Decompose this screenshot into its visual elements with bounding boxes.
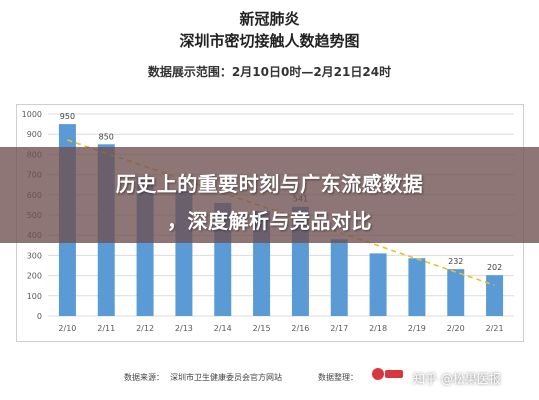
y-tick-label: 0 xyxy=(37,312,42,321)
data-label: 232 xyxy=(448,257,463,266)
x-tick-label: 2/20 xyxy=(447,324,465,333)
bar xyxy=(408,258,426,316)
banner-line-1: 历史上的重要时刻与广东流感数据 xyxy=(115,172,424,196)
source-label: 数据来源： xyxy=(124,373,164,382)
data-label: 202 xyxy=(487,263,502,272)
logo-icon xyxy=(372,368,403,380)
chart-title-line2: 深圳市密切接触人数趋势图 xyxy=(179,32,360,50)
bar xyxy=(447,269,465,316)
y-tick-label: 300 xyxy=(27,251,42,260)
x-tick-label: 2/21 xyxy=(486,324,504,333)
y-tick-label: 200 xyxy=(27,272,42,281)
x-tick-label: 2/15 xyxy=(253,324,271,333)
x-tick-label: 2/11 xyxy=(97,324,115,333)
data-label: 950 xyxy=(60,112,75,121)
x-tick-label: 2/16 xyxy=(291,324,309,333)
bar xyxy=(330,239,348,316)
x-tick-label: 2/18 xyxy=(369,324,387,333)
x-tick-label: 2/19 xyxy=(408,324,426,333)
x-tick-label: 2/12 xyxy=(136,324,154,333)
banner-line-2: ，深度解析与竞品对比 xyxy=(167,209,372,233)
produced-label: 数据整理： xyxy=(318,373,358,382)
y-tick-label: 100 xyxy=(27,292,42,301)
x-axis-ticks: 2/10 2/11 2/12 2/13 2/14 2/15 2/16 2/17 2/18 2/19… xyxy=(58,324,503,333)
y-tick-label: 900 xyxy=(27,130,42,139)
x-tick-label: 2/17 xyxy=(330,324,348,333)
y-tick-label: 1000 xyxy=(22,110,42,119)
x-tick-label: 2/13 xyxy=(175,324,193,333)
chart-title-line1: 新冠肺炎 xyxy=(239,10,300,28)
watermark: 知乎 @松果医报 xyxy=(413,372,501,386)
bar xyxy=(486,275,504,316)
x-tick-label: 2/10 xyxy=(58,324,76,333)
bar xyxy=(369,253,387,316)
chart-subtitle: 数据展示范围：2月10日0时—2月21日24时 xyxy=(147,65,392,79)
overlay-banner xyxy=(0,147,539,243)
x-tick-label: 2/14 xyxy=(214,324,232,333)
data-label: 850 xyxy=(99,132,114,141)
source-value: 深圳市卫生健康委员会官方网站 xyxy=(170,373,282,382)
